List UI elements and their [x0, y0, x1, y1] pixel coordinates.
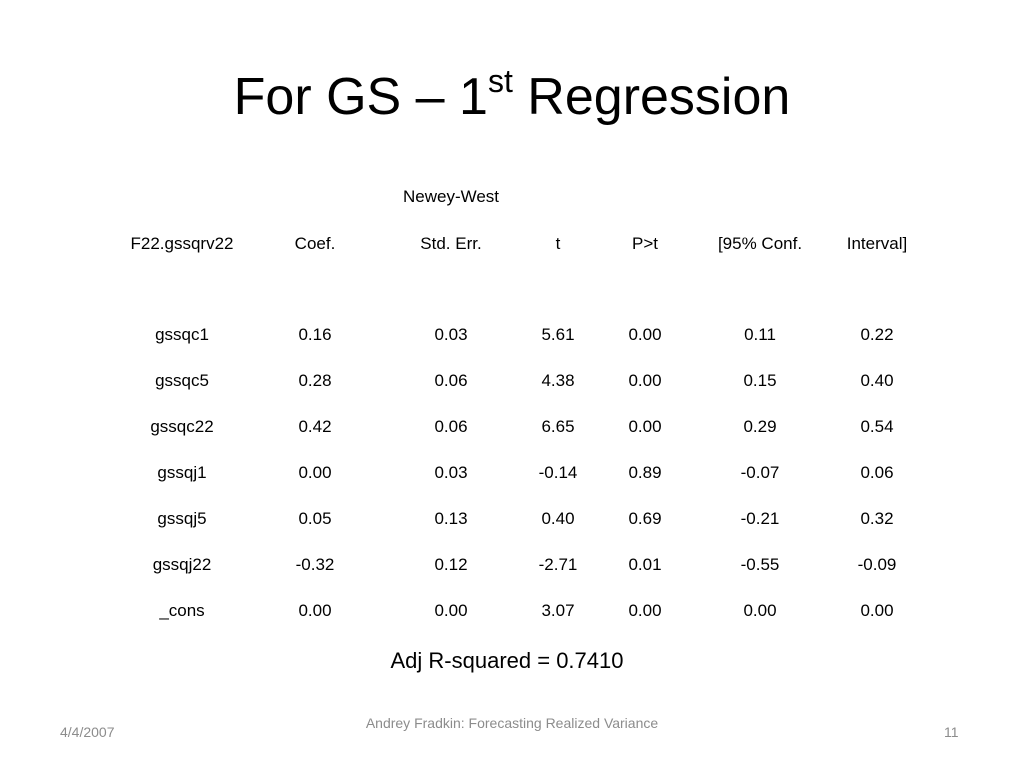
table-cell: 6.65	[541, 417, 575, 436]
table-cell: 0.69	[628, 509, 662, 528]
table-cell: 0.00	[628, 325, 662, 344]
page-number: 11	[944, 724, 959, 740]
row-label: _cons	[159, 601, 205, 620]
table-cell: 0.06	[860, 463, 894, 482]
adj-r-squared: Adj R-squared = 0.7410	[390, 648, 624, 673]
table-cell: 0.13	[434, 509, 468, 528]
table-cell: -0.14	[538, 463, 578, 482]
table-cell: 0.00	[434, 601, 468, 620]
row-label: gssqj5	[157, 509, 207, 528]
table-cell: 0.00	[628, 371, 662, 390]
table-cell: 0.03	[434, 325, 468, 344]
table-cell: 0.05	[298, 509, 332, 528]
column-header: Coef.	[294, 234, 336, 253]
table-cell: 4.38	[541, 371, 575, 390]
table-cell: 0.40	[541, 509, 575, 528]
table-cell: 0.40	[860, 371, 894, 390]
table-cell: 0.06	[434, 417, 468, 436]
table-cell: 0.89	[628, 463, 662, 482]
table-cell: 3.07	[541, 601, 575, 620]
column-header: Interval]	[846, 234, 908, 253]
row-label: gssqc5	[155, 371, 209, 390]
title-text-end: Regression	[512, 68, 791, 126]
row-label: gssqj22	[152, 555, 212, 574]
table-cell: 5.61	[541, 325, 575, 344]
title-superscript: st	[487, 63, 513, 99]
row-label: gssqj1	[157, 463, 207, 482]
table-cell: 0.03	[434, 463, 468, 482]
table-cell: 0.54	[860, 417, 894, 436]
table-cell: 0.00	[298, 601, 332, 620]
table-cell: 0.06	[434, 371, 468, 390]
table-cell: 0.00	[860, 601, 894, 620]
footer-date: 4/4/2007	[60, 724, 115, 740]
table-cell: 0.00	[298, 463, 332, 482]
table-cell: 0.11	[744, 325, 776, 344]
row-label: gssqc22	[150, 417, 214, 436]
table-cell: -0.21	[740, 509, 780, 528]
group-header: Newey-West	[402, 187, 500, 206]
table-cell: -0.07	[740, 463, 780, 482]
column-header: t	[555, 234, 561, 253]
table-cell: 0.12	[434, 555, 468, 574]
slide-title: For GS – 1st Regression	[0, 62, 1024, 132]
table-cell: -0.32	[295, 555, 335, 574]
table-cell: 0.42	[298, 417, 332, 436]
column-header: P>t	[632, 234, 658, 253]
table-cell: 0.32	[860, 509, 894, 528]
table-cell: 0.22	[860, 325, 894, 344]
column-header: F22.gssqrv22	[130, 234, 234, 253]
table-cell: 0.28	[298, 371, 332, 390]
table-cell: 0.00	[628, 417, 662, 436]
table-cell: -2.71	[538, 555, 578, 574]
footer-author: Andrey Fradkin: Forecasting Realized Var…	[365, 715, 659, 731]
title-text: For GS – 1	[233, 68, 488, 126]
table-cell: 0.00	[628, 601, 662, 620]
column-header: Std. Err.	[420, 234, 482, 253]
column-header: [95% Conf.	[717, 234, 803, 253]
table-cell: -0.55	[740, 555, 780, 574]
table-cell: 0.29	[743, 417, 777, 436]
table-cell: 0.01	[628, 555, 662, 574]
table-cell: 0.00	[743, 601, 777, 620]
table-cell: 0.16	[298, 325, 332, 344]
table-cell: -0.09	[857, 555, 897, 574]
table-cell: 0.15	[743, 371, 777, 390]
row-label: gssqc1	[155, 325, 209, 344]
